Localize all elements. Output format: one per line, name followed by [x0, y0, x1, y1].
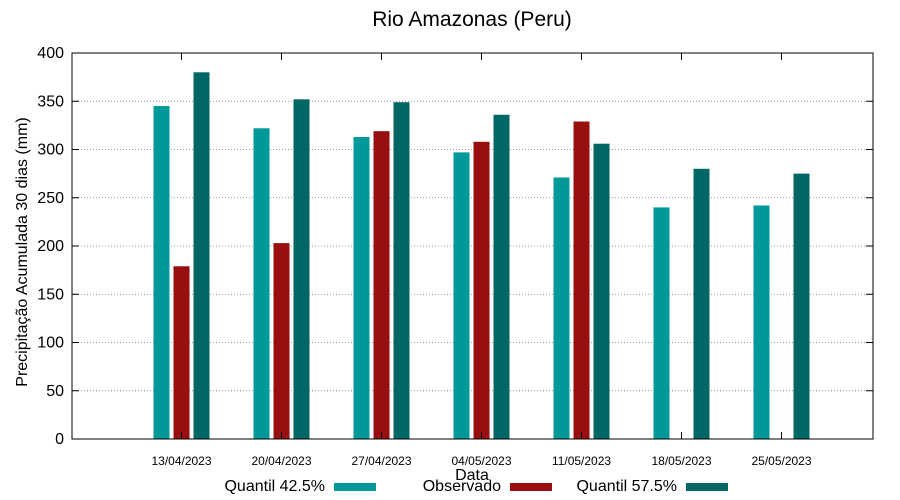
- bar-quantil-42-5: [753, 205, 770, 439]
- chart-title: Rio Amazonas (Peru): [372, 8, 572, 31]
- bar-quantil-57-5: [293, 99, 310, 439]
- x-tick-label: 20/04/2023: [251, 454, 311, 468]
- legend-swatch-quantil-42-5: [334, 483, 376, 491]
- bar-quantil-42-5: [453, 152, 470, 439]
- bar-quantil-57-5: [593, 143, 610, 439]
- y-tick-label: 250: [37, 190, 64, 207]
- bar-quantil-57-5: [793, 173, 810, 439]
- y-axis-label: Precipitação Acumulada 30 dias (mm): [14, 117, 31, 386]
- x-tick-label: 13/04/2023: [151, 454, 211, 468]
- legend-swatch-quantil-57-5: [686, 483, 728, 491]
- y-tick-label: 100: [37, 335, 64, 352]
- y-tick-label: 0: [55, 431, 64, 448]
- x-axis-ticks: 13/04/2023 20/04/2023 27/04/2023 04/05/2023…: [151, 53, 812, 468]
- bar-quantil-57-5: [393, 102, 410, 439]
- legend: Quantil 42.5% Observado Quantil 57.5%: [224, 478, 728, 495]
- bar-quantil-57-5: [193, 72, 210, 440]
- bars: [153, 72, 810, 440]
- y-tick-label: 350: [37, 93, 64, 110]
- bar-quantil-42-5: [353, 136, 370, 439]
- bar-quantil-57-5: [693, 168, 710, 440]
- y-tick-label: 300: [37, 142, 64, 159]
- x-tick-label: 04/05/2023: [451, 454, 511, 468]
- gridlines: [72, 100, 873, 392]
- x-tick-label: 11/05/2023: [552, 454, 611, 468]
- legend-swatch-observado: [510, 483, 552, 491]
- bar-quantil-42-5: [153, 106, 170, 439]
- bar-observado: [473, 141, 490, 439]
- x-axis-label: Data: [455, 467, 489, 484]
- bar-quantil-42-5: [653, 207, 670, 439]
- bar-quantil-42-5: [553, 177, 570, 440]
- bar-observado: [373, 131, 390, 440]
- y-tick-label: 200: [37, 238, 64, 255]
- bar-quantil-57-5: [493, 114, 510, 439]
- x-tick-label: 18/05/2023: [651, 454, 711, 468]
- y-axis-ticks: 0 50 100 150 200 250 300 350 400: [37, 45, 873, 448]
- bar-observado: [573, 121, 590, 439]
- legend-label-quantil-57-5: Quantil 57.5%: [576, 478, 677, 495]
- bar-observado: [173, 266, 190, 439]
- x-tick-label: 25/05/2023: [751, 454, 811, 468]
- y-tick-label: 400: [37, 45, 64, 62]
- y-tick-label: 50: [46, 383, 64, 400]
- bar-observado: [273, 243, 290, 439]
- bar-quantil-42-5: [253, 128, 270, 439]
- legend-label-observado: Observado: [423, 478, 501, 495]
- x-tick-label: 27/04/2023: [351, 454, 411, 468]
- legend-label-quantil-42-5: Quantil 42.5%: [224, 478, 325, 495]
- y-tick-label: 150: [37, 286, 64, 303]
